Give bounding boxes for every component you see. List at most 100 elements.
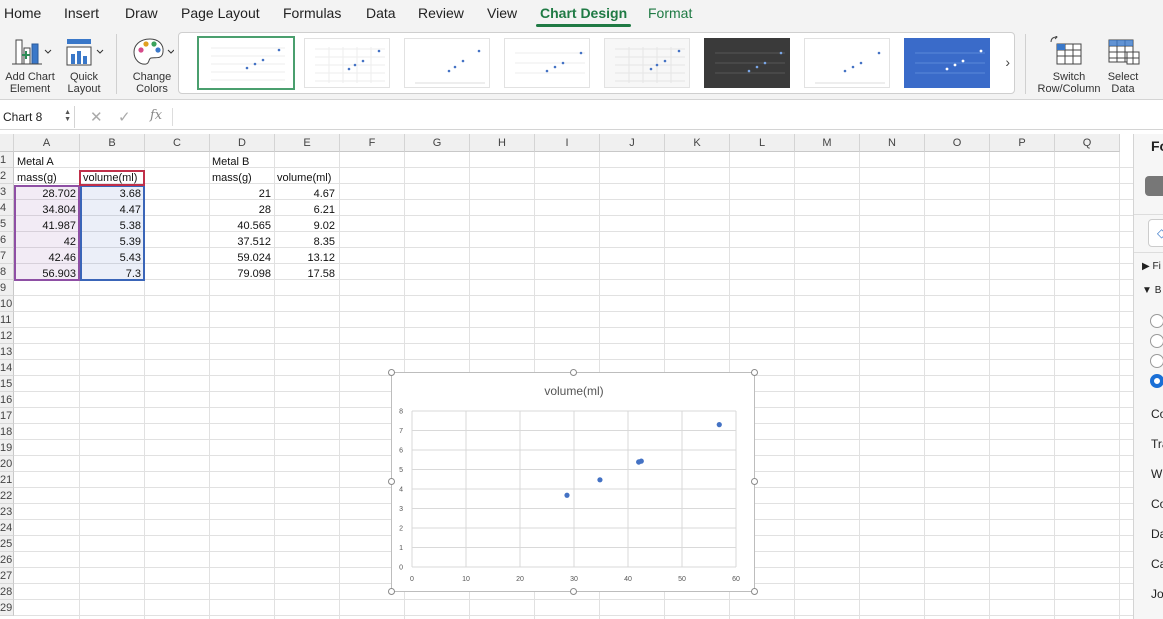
radio-option[interactable] [1150,354,1163,368]
change-colors-button[interactable]: Change Colors [126,36,178,95]
chart-resize-handle[interactable] [570,588,577,595]
cell-mass[interactable]: 59.024 [237,252,271,264]
metal-b-mass-header[interactable]: mass(g) [212,172,252,184]
metal-a-volume-header[interactable]: volume(ml) [83,172,138,184]
enter-icon[interactable]: ✓ [118,109,131,126]
metal-b-volume-header[interactable]: volume(ml) [277,172,332,184]
chart-style-6[interactable] [704,38,790,88]
tab-page-layout[interactable]: Page Layout [181,5,260,21]
row-header-27[interactable]: 27 [0,568,14,584]
pane-tab-button[interactable] [1145,176,1163,196]
chart-resize-handle[interactable] [751,588,758,595]
cell-volume[interactable]: 5.39 [119,236,141,248]
row-header-15[interactable]: 15 [0,376,14,392]
chart-style-4[interactable] [504,38,590,88]
cell-mass[interactable]: 42 [63,236,76,248]
row-header-19[interactable]: 19 [0,440,14,456]
tab-draw[interactable]: Draw [125,5,158,21]
chart-resize-handle[interactable] [751,369,758,376]
row-header-28[interactable]: 28 [0,584,14,600]
chart-resize-handle[interactable] [751,478,758,485]
cell-volume[interactable]: 5.38 [119,220,141,232]
section-fill-toggle[interactable]: ▶ Fi [1142,261,1161,272]
column-header-f[interactable]: F [340,134,405,152]
tab-chart-design[interactable]: Chart Design [540,5,628,21]
row-header-5[interactable]: 5 [0,216,14,232]
radio-option[interactable] [1150,334,1163,348]
row-header-11[interactable]: 11 [0,312,14,328]
column-header-a[interactable]: A [14,134,80,152]
row-header-20[interactable]: 20 [0,456,14,472]
column-header-o[interactable]: O [925,134,990,152]
column-header-p[interactable]: P [990,134,1055,152]
cell-mass[interactable]: 56.903 [42,268,76,280]
row-header-6[interactable]: 6 [0,232,14,248]
cell-volume[interactable]: 6.21 [313,204,335,216]
tab-data[interactable]: Data [366,5,396,21]
cell-mass[interactable]: 41.987 [42,220,76,232]
radio-option[interactable] [1150,314,1163,328]
column-header-n[interactable]: N [860,134,925,152]
metal-b-title[interactable]: Metal B [212,156,250,168]
column-header-l[interactable]: L [730,134,795,152]
gallery-more-icon[interactable]: › [1005,54,1010,70]
row-header-12[interactable]: 12 [0,328,14,344]
chart-style-1[interactable] [197,36,295,90]
row-header-26[interactable]: 26 [0,552,14,568]
column-header-m[interactable]: M [795,134,860,152]
tab-view[interactable]: View [487,5,518,21]
row-header-3[interactable]: 3 [0,184,14,200]
fill-line-icon[interactable]: ◇ [1148,219,1163,247]
row-header-23[interactable]: 23 [0,504,14,520]
row-header-1[interactable]: 1 [0,152,14,168]
row-header-21[interactable]: 21 [0,472,14,488]
row-header-18[interactable]: 18 [0,424,14,440]
cell-volume[interactable]: 4.47 [119,204,141,216]
column-header-j[interactable]: J [600,134,665,152]
tab-format[interactable]: Format [648,5,693,21]
tab-home[interactable]: Home [4,5,42,21]
tab-insert[interactable]: Insert [64,5,100,21]
column-header-c[interactable]: C [145,134,210,152]
column-header-e[interactable]: E [275,134,340,152]
metal-a-title[interactable]: Metal A [17,156,54,168]
cell-mass[interactable]: 40.565 [237,220,271,232]
cell-volume[interactable]: 13.12 [307,252,335,264]
row-header-7[interactable]: 7 [0,248,14,264]
cell-mass[interactable]: 34.804 [42,204,76,216]
cell-volume[interactable]: 8.35 [313,236,335,248]
cell-volume[interactable]: 7.3 [125,268,141,280]
cell-volume[interactable]: 3.68 [119,188,141,200]
row-header-10[interactable]: 10 [0,296,14,312]
tab-formulas[interactable]: Formulas [283,5,342,21]
cell-mass[interactable]: 37.512 [237,236,271,248]
chart-resize-handle[interactable] [388,478,395,485]
add-chart-element-button[interactable]: Add Chart Element [2,36,58,95]
cell-volume[interactable]: 4.67 [313,188,335,200]
select-all-corner[interactable] [0,134,14,152]
chart-style-7[interactable] [804,38,890,88]
chart-resize-handle[interactable] [388,588,395,595]
name-box-stepper-icon[interactable]: ▲ ▼ [64,109,71,123]
column-header-k[interactable]: K [665,134,730,152]
chart-style-8[interactable] [904,38,990,88]
column-header-g[interactable]: G [405,134,470,152]
section-border-toggle[interactable]: ▼ B [1142,285,1162,296]
cell-mass[interactable]: 42.46 [48,252,76,264]
chart-style-3[interactable] [404,38,490,88]
chart-style-5[interactable] [604,38,690,88]
quick-layout-button[interactable]: Quick Layout [60,36,108,95]
column-header-b[interactable]: B [80,134,145,152]
cell-mass[interactable]: 21 [258,188,271,200]
row-header-29[interactable]: 29 [0,600,14,616]
tab-review[interactable]: Review [418,5,464,21]
chart-resize-handle[interactable] [388,369,395,376]
cell-volume[interactable]: 17.58 [307,268,335,280]
column-header-h[interactable]: H [470,134,535,152]
cell-mass[interactable]: 79.098 [237,268,271,280]
cell-volume[interactable]: 9.02 [313,220,335,232]
cancel-icon[interactable]: ✕ [90,109,103,126]
row-header-17[interactable]: 17 [0,408,14,424]
row-header-14[interactable]: 14 [0,360,14,376]
row-header-2[interactable]: 2 [0,168,14,184]
